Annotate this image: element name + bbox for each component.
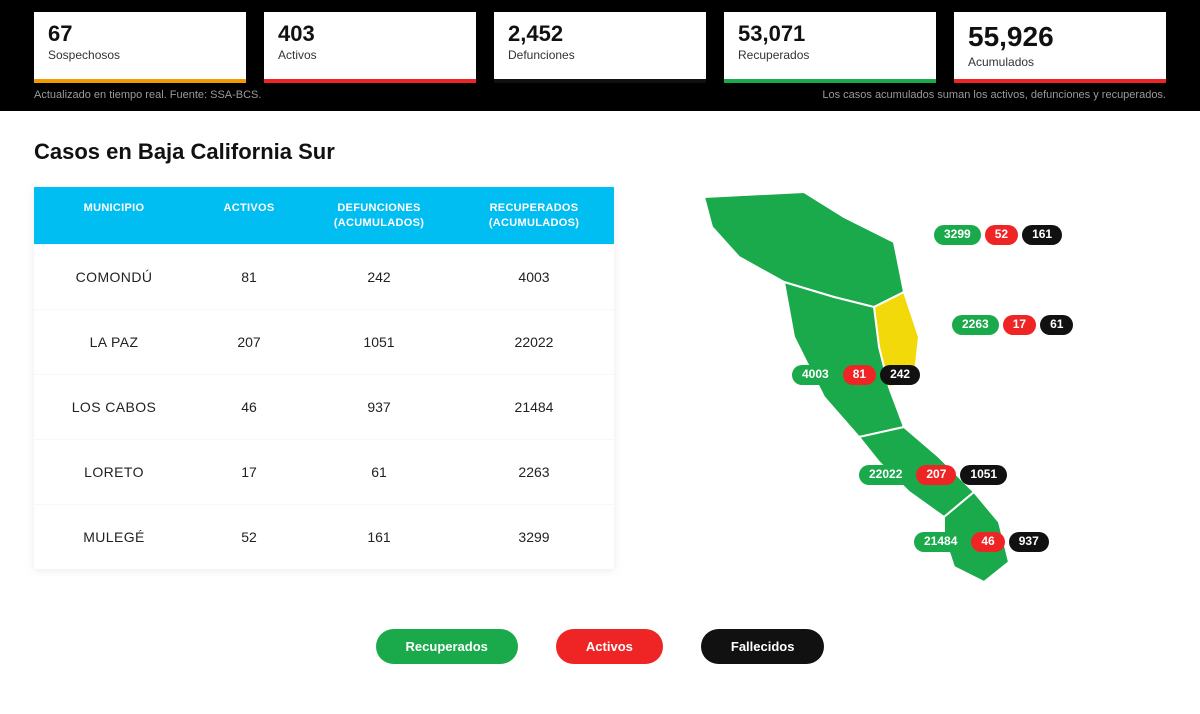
stats-cards-row: 67 Sospechosos 403 Activos 2,452 Defunciones 5… — [34, 12, 1166, 83]
stat-card: 67 Sospechosos — [34, 12, 246, 83]
pill-activos: 17 — [1003, 315, 1036, 335]
stat-card: 53,071 Recuperados — [724, 12, 936, 83]
subnote-right: Los casos acumulados suman los activos, … — [822, 89, 1166, 101]
cases-table-header: MUNICIPIO ACTIVOS DEFUNCIONES (ACUMULADO… — [34, 187, 614, 245]
cell-activos: 207 — [194, 310, 304, 374]
col-defunciones: DEFUNCIONES (ACUMULADOS) — [304, 187, 454, 245]
stat-card: 403 Activos — [264, 12, 476, 83]
cell-activos: 17 — [194, 440, 304, 504]
pill-recuperados: 22022 — [859, 465, 912, 485]
col-activos: ACTIVOS — [194, 187, 304, 245]
subnote-left: Actualizado en tiempo real. Fuente: SSA-… — [34, 89, 261, 101]
stat-card-label: Sospechosos — [48, 48, 232, 62]
cases-table: MUNICIPIO ACTIVOS DEFUNCIONES (ACUMULADO… — [34, 187, 614, 570]
cell-recuperados: 2263 — [454, 440, 614, 504]
cell-activos: 52 — [194, 505, 304, 569]
pill-activos: 52 — [985, 225, 1018, 245]
stat-card-value: 53,071 — [738, 22, 922, 46]
stat-card-label: Defunciones — [508, 48, 692, 62]
legend-recuperados[interactable]: Recuperados — [376, 629, 518, 664]
stat-card-label: Recuperados — [738, 48, 922, 62]
pill-activos: 81 — [843, 365, 876, 385]
map-pillset: 329952161 — [934, 225, 1062, 245]
cell-municipio: Mulegé — [34, 505, 194, 569]
col-municipio: MUNICIPIO — [34, 187, 194, 245]
pill-fallecidos: 161 — [1022, 225, 1062, 245]
bcs-map-svg — [684, 187, 1044, 587]
map-pillset: 220222071051 — [859, 465, 1007, 485]
cell-municipio: La Paz — [34, 310, 194, 374]
map-pillset: 400381242 — [792, 365, 920, 385]
pill-fallecidos: 61 — [1040, 315, 1073, 335]
cell-defunciones: 242 — [304, 245, 454, 309]
stat-card: 55,926 Acumulados — [954, 12, 1166, 83]
table-row: Mulegé521613299 — [34, 504, 614, 569]
table-row: Comondú812424003 — [34, 244, 614, 309]
pill-activos: 46 — [971, 532, 1004, 552]
section-title: Casos en Baja California Sur — [34, 139, 1166, 165]
cell-recuperados: 3299 — [454, 505, 614, 569]
stats-band: 67 Sospechosos 403 Activos 2,452 Defunciones 5… — [0, 0, 1200, 111]
pill-recuperados: 4003 — [792, 365, 839, 385]
map-panel: 329952161 22631761 400381242 220222071051 21… — [644, 187, 1166, 607]
main-content: Casos en Baja California Sur MUNICIPIO A… — [0, 111, 1200, 714]
map-legend: Recuperados Activos Fallecidos — [34, 629, 1166, 694]
legend-fallecidos[interactable]: Fallecidos — [701, 629, 825, 664]
cell-recuperados: 21484 — [454, 375, 614, 439]
cell-defunciones: 1051 — [304, 310, 454, 374]
pill-recuperados: 21484 — [914, 532, 967, 552]
pill-fallecidos: 242 — [880, 365, 920, 385]
cell-recuperados: 22022 — [454, 310, 614, 374]
cell-recuperados: 4003 — [454, 245, 614, 309]
cell-municipio: Los Cabos — [34, 375, 194, 439]
map-pillset: 22631761 — [952, 315, 1073, 335]
pill-fallecidos: 937 — [1009, 532, 1049, 552]
cell-municipio: Loreto — [34, 440, 194, 504]
cell-municipio: Comondú — [34, 245, 194, 309]
pill-recuperados: 3299 — [934, 225, 981, 245]
cell-defunciones: 937 — [304, 375, 454, 439]
cell-activos: 46 — [194, 375, 304, 439]
table-row: Loreto17612263 — [34, 439, 614, 504]
legend-activos[interactable]: Activos — [556, 629, 663, 664]
cases-table-body: Comondú812424003La Paz207105122022Los Ca… — [34, 244, 614, 569]
stat-card: 2,452 Defunciones — [494, 12, 706, 83]
stat-card-label: Activos — [278, 48, 462, 62]
cell-defunciones: 61 — [304, 440, 454, 504]
cell-defunciones: 161 — [304, 505, 454, 569]
stat-card-value: 403 — [278, 22, 462, 46]
pill-fallecidos: 1051 — [960, 465, 1007, 485]
content-row: MUNICIPIO ACTIVOS DEFUNCIONES (ACUMULADO… — [34, 187, 1166, 607]
cell-activos: 81 — [194, 245, 304, 309]
pill-recuperados: 2263 — [952, 315, 999, 335]
stats-subnotes: Actualizado en tiempo real. Fuente: SSA-… — [34, 89, 1166, 101]
map-pillset: 2148446937 — [914, 532, 1049, 552]
col-recuperados: RECUPERADOS (ACUMULADOS) — [454, 187, 614, 245]
stat-card-value: 55,926 — [968, 22, 1152, 53]
table-row: Los Cabos4693721484 — [34, 374, 614, 439]
stat-card-label: Acumulados — [968, 55, 1152, 69]
pill-activos: 207 — [916, 465, 956, 485]
stat-card-value: 67 — [48, 22, 232, 46]
table-row: La Paz207105122022 — [34, 309, 614, 374]
stat-card-value: 2,452 — [508, 22, 692, 46]
